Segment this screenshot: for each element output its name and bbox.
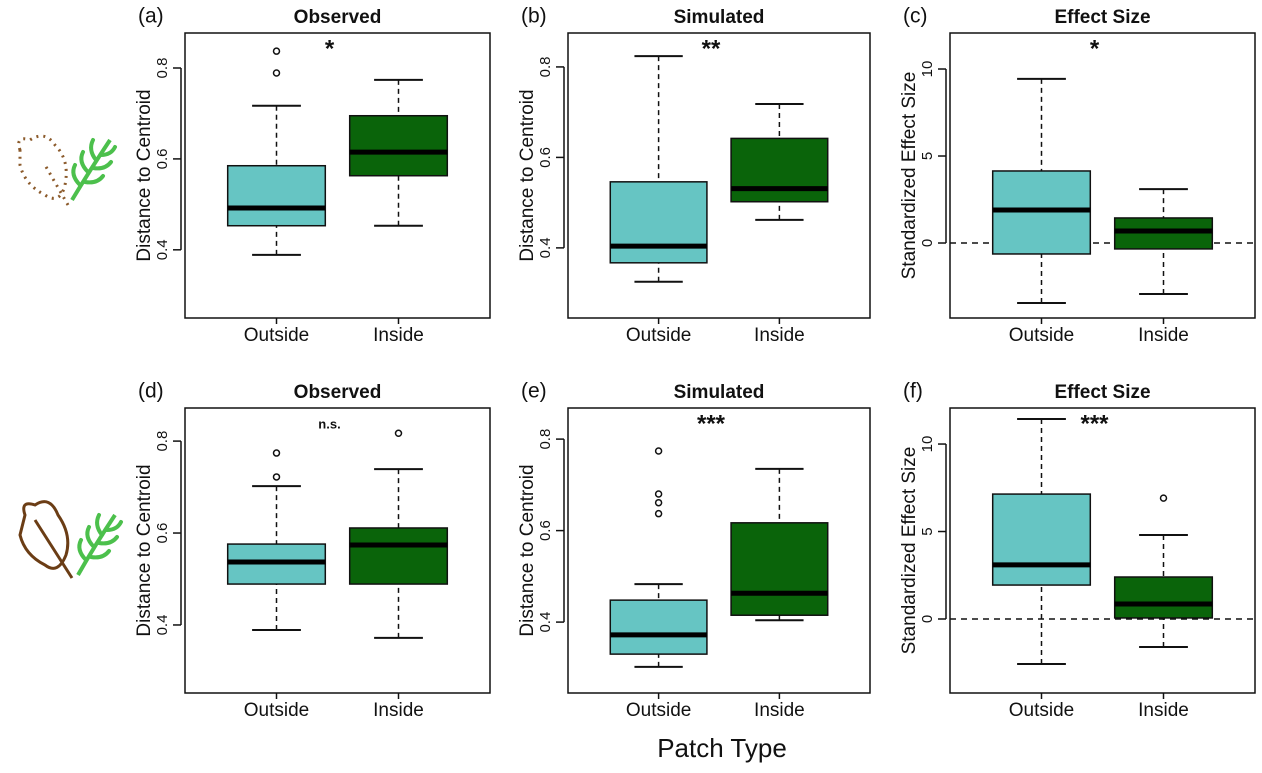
panel-label: (a) [138, 5, 164, 28]
x-tick-label: Inside [1138, 325, 1189, 346]
plot-frame [184, 407, 491, 694]
annotation: * [1090, 35, 1100, 62]
y-tick-label: 0.4 [537, 237, 554, 258]
x-tick-label: Inside [1138, 700, 1189, 721]
x-tick-label: Inside [373, 700, 424, 721]
x-axis-label: Patch Type [657, 733, 787, 763]
y-tick-label: 0.6 [154, 523, 171, 544]
box [348, 114, 449, 177]
y-axis-label: Standardized Effect Size [899, 447, 920, 655]
icon-dead-leaves [17, 134, 123, 579]
annotation: *** [697, 410, 726, 437]
outlier [272, 69, 281, 77]
outlier [654, 509, 663, 518]
y-tick-label: 5 [919, 527, 936, 535]
y-axis-label: Standardized Effect Size [899, 72, 920, 280]
x-tick-label: Outside [1009, 325, 1074, 346]
chart-title: Observed [294, 382, 382, 403]
box [609, 181, 708, 264]
x-tick-label: Inside [373, 325, 424, 346]
y-tick-label: 0.4 [154, 615, 171, 636]
plot-frame [949, 32, 1256, 319]
y-tick-label: 0.8 [537, 429, 554, 450]
box [730, 137, 829, 203]
annotation: ** [702, 35, 721, 62]
y-tick-label: 0.6 [537, 520, 554, 541]
y-tick-label: 0 [919, 615, 936, 623]
chart-title: Simulated [674, 382, 765, 403]
outlier [654, 490, 663, 498]
annotation: n.s. [318, 416, 340, 431]
panel-label: (e) [521, 380, 547, 403]
y-axis-label: Distance to Centroid [517, 89, 538, 261]
annotation: *** [1080, 410, 1109, 437]
y-tick-label: 5 [919, 152, 936, 160]
plot-frame [949, 407, 1256, 694]
x-tick-label: Inside [754, 700, 805, 721]
y-tick-label: 10 [919, 436, 936, 453]
box [226, 164, 327, 227]
box [991, 493, 1092, 586]
x-tick-label: Outside [626, 700, 691, 721]
panel-label: (d) [138, 380, 164, 403]
y-tick-label: 10 [919, 61, 936, 78]
box [991, 170, 1092, 255]
chart-title: Effect Size [1054, 7, 1150, 28]
chart-title: Effect Size [1054, 382, 1150, 403]
y-tick-label: 0.6 [154, 148, 171, 169]
outlier [272, 47, 281, 55]
outlier [272, 473, 281, 481]
y-tick-label: 0.8 [537, 56, 554, 77]
x-tick-label: Inside [754, 325, 805, 346]
y-tick-label: 0.6 [537, 147, 554, 168]
chart-title: Observed [294, 7, 382, 28]
panel-label: (c) [903, 5, 928, 28]
y-axis-label: Distance to Centroid [134, 89, 155, 261]
plot-frame [567, 407, 871, 694]
chart-title: Simulated [674, 7, 765, 28]
outlier [654, 447, 663, 455]
x-tick-label: Outside [244, 325, 309, 346]
box [609, 599, 708, 655]
box [1113, 576, 1214, 619]
panel-label: (b) [521, 5, 547, 28]
outlier [654, 498, 663, 507]
y-tick-label: 0.4 [154, 239, 171, 260]
y-axis-label: Distance to Centroid [134, 464, 155, 636]
outlier [394, 429, 403, 438]
y-axis-label: Distance to Centroid [517, 464, 538, 636]
x-tick-label: Outside [1009, 700, 1074, 721]
y-tick-label: 0.4 [537, 612, 554, 633]
box [348, 527, 449, 585]
plot-frame [184, 32, 491, 319]
box [730, 522, 829, 616]
outlier [1159, 494, 1168, 502]
y-tick-label: 0.8 [154, 431, 171, 452]
outlier [272, 449, 281, 457]
panel-label: (f) [903, 380, 923, 403]
y-tick-label: 0.8 [154, 58, 171, 79]
y-tick-label: 0 [919, 239, 936, 247]
x-tick-label: Outside [244, 700, 309, 721]
annotation: * [325, 35, 335, 62]
x-tick-label: Outside [626, 325, 691, 346]
plot-frame [567, 32, 871, 319]
